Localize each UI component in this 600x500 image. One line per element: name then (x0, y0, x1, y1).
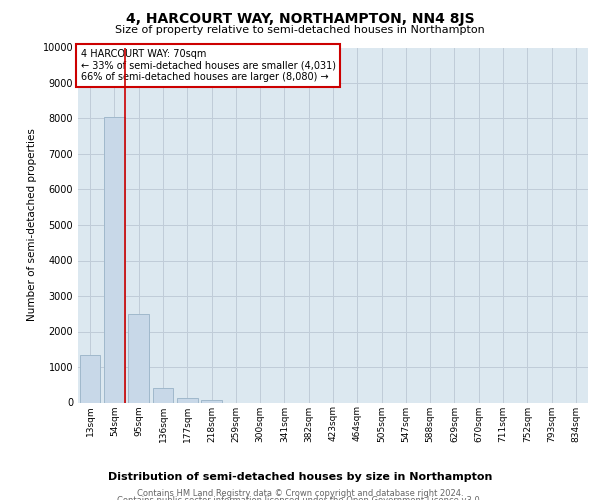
Bar (152, 388, 173, 402)
Bar (177, 398, 197, 402)
Y-axis label: Number of semi-detached properties: Number of semi-detached properties (27, 128, 37, 322)
Text: Size of property relative to semi-detached houses in Northampton: Size of property relative to semi-detach… (115, 25, 485, 35)
Text: Contains public sector information licensed under the Open Government Licence v3: Contains public sector information licen… (118, 496, 482, 500)
Bar (128, 314, 149, 402)
Text: Distribution of semi-detached houses by size in Northampton: Distribution of semi-detached houses by … (108, 472, 492, 482)
Bar (201, 400, 222, 402)
Bar (104, 116, 125, 403)
Text: 4, HARCOURT WAY, NORTHAMPTON, NN4 8JS: 4, HARCOURT WAY, NORTHAMPTON, NN4 8JS (125, 12, 475, 26)
Text: 4 HARCOURT WAY: 70sqm
← 33% of semi-detached houses are smaller (4,031)
66% of s: 4 HARCOURT WAY: 70sqm ← 33% of semi-deta… (80, 50, 335, 82)
Bar (80, 354, 100, 403)
Text: Contains HM Land Registry data © Crown copyright and database right 2024.: Contains HM Land Registry data © Crown c… (137, 489, 463, 498)
